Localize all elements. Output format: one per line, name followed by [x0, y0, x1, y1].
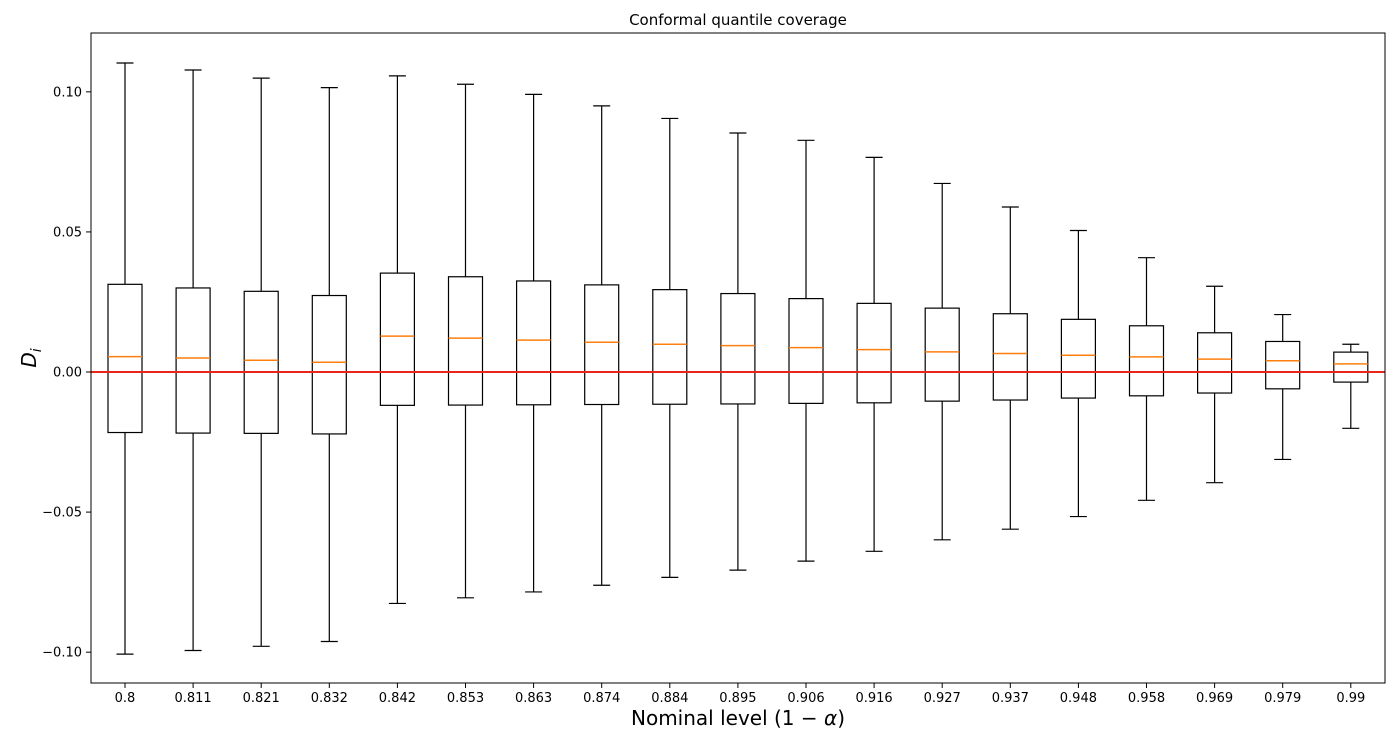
y-tick-label: −0.10 — [42, 646, 82, 661]
box-iqr — [515, 280, 552, 406]
box-1 — [175, 69, 211, 652]
x-tick-label: 0.927 — [924, 691, 961, 706]
box-iqr — [175, 287, 211, 434]
x-tick-label: 0.863 — [515, 691, 552, 706]
axes-layer: 0.8 0.811 0.821 0.832 0.842 0.853 0.863 0.874 0.… — [42, 85, 1365, 706]
y-tick-label: 0.05 — [53, 225, 82, 240]
box-6 — [515, 93, 552, 593]
box-iqr — [924, 307, 960, 402]
x-tick-label: 0.832 — [311, 691, 348, 706]
box-iqr — [311, 294, 347, 435]
box-iqr — [1128, 325, 1165, 397]
box-0 — [107, 62, 143, 655]
box-2 — [243, 77, 279, 647]
plot-area-frame — [90, 32, 1386, 684]
box-iqr — [447, 276, 484, 406]
x-tick-label: 0.979 — [1264, 691, 1301, 706]
box-8 — [652, 117, 688, 578]
box-12 — [924, 182, 960, 541]
box-iqr — [652, 289, 688, 405]
box-15 — [1128, 257, 1165, 501]
box-iqr — [107, 283, 143, 434]
box-9 — [720, 132, 756, 571]
x-tick-label: 0.884 — [651, 691, 688, 706]
box-5 — [447, 83, 484, 599]
box-7 — [584, 105, 620, 586]
x-tick-label: 0.853 — [447, 691, 484, 706]
box-iqr — [1196, 332, 1233, 394]
x-tick-label: 0.937 — [992, 691, 1029, 706]
x-tick-label: 0.874 — [583, 691, 620, 706]
x-tick-label: 0.821 — [243, 691, 280, 706]
boxes-layer — [107, 62, 1369, 655]
box-iqr — [992, 313, 1028, 401]
box-4 — [379, 75, 415, 605]
box-iqr — [243, 290, 279, 434]
y-axis-label: Di — [17, 348, 45, 367]
chart-title: Conformal quantile coverage — [629, 11, 847, 29]
box-iqr — [379, 272, 415, 406]
x-tick-label: 0.958 — [1128, 691, 1165, 706]
x-tick-label: 0.99 — [1336, 691, 1365, 706]
x-tick-label: 0.906 — [787, 691, 824, 706]
x-tick-label: 0.842 — [379, 691, 416, 706]
box-iqr — [1265, 340, 1301, 390]
box-13 — [992, 206, 1028, 530]
box-iqr — [788, 298, 824, 404]
x-axis-label-suffix: ) — [837, 706, 845, 730]
y-tick-label: −0.05 — [42, 506, 82, 521]
x-axis-label-text: Nominal level (1 − — [631, 706, 824, 730]
box-10 — [788, 139, 824, 562]
x-tick-label: 0.895 — [719, 691, 756, 706]
box-14 — [1060, 229, 1097, 518]
box-iqr — [1060, 318, 1097, 399]
y-tick-label: 0.00 — [53, 366, 82, 381]
x-tick-label: 0.969 — [1196, 691, 1233, 706]
box-iqr — [584, 284, 620, 406]
x-axis-label: Nominal level (1 − α) — [631, 706, 845, 730]
x-tick-label: 0.8 — [115, 691, 136, 706]
box-iqr — [720, 292, 756, 405]
x-axis-label-symbol: α — [824, 706, 837, 730]
y-tick-label: 0.10 — [53, 85, 82, 100]
x-tick-label: 0.916 — [855, 691, 892, 706]
box-16 — [1196, 285, 1233, 484]
y-axis-label-subscript: i — [29, 348, 45, 352]
x-tick-label: 0.948 — [1060, 691, 1097, 706]
y-axis-label-base: D — [17, 352, 41, 367]
box-iqr — [856, 302, 892, 404]
box-iqr — [1333, 351, 1369, 383]
x-tick-label: 0.811 — [174, 691, 211, 706]
box-3 — [311, 87, 347, 643]
box-17 — [1265, 313, 1301, 461]
box-11 — [856, 156, 892, 552]
box-18 — [1333, 343, 1369, 429]
